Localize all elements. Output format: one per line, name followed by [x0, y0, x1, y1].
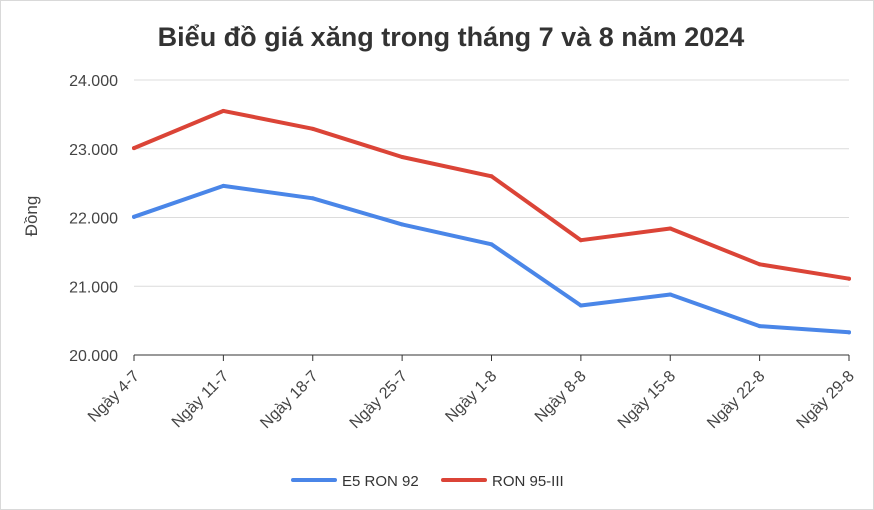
data-point: [578, 238, 583, 243]
gridlines: [134, 79, 849, 356]
data-point: [221, 108, 226, 113]
chart-title: Biểu đồ giá xăng trong tháng 7 và 8 năm …: [158, 22, 745, 52]
x-axis-ticks: Ngày 4-7 Ngày 11-7 Ngày 18-7 Ngày 25-7 Ngày …: [85, 355, 858, 432]
series-line-2: [132, 108, 851, 281]
y-tick-label: 22.000: [69, 211, 118, 228]
x-tick-label: Ngày 22-8: [704, 368, 768, 432]
data-point: [400, 155, 405, 159]
data-point: [847, 330, 851, 335]
data-point: [668, 292, 673, 297]
x-tick-label: Ngày 18-7: [257, 368, 321, 432]
y-axis-ticks: 20.000 21.000 22.000 23.000 24.000: [69, 73, 118, 365]
data-point: [132, 214, 136, 219]
x-tick-label: Ngày 15-8: [615, 368, 679, 432]
data-point: [132, 146, 136, 151]
data-point: [578, 303, 583, 308]
data-point: [847, 276, 851, 281]
x-tick-label: Ngày 8-8: [532, 368, 590, 426]
data-point: [757, 324, 762, 329]
x-tick-label: Ngày 1-8: [442, 368, 500, 426]
data-point: [489, 174, 494, 179]
y-tick-label: 20.000: [69, 348, 118, 365]
data-point: [668, 226, 673, 231]
legend: E5 RON 92 RON 95-III: [291, 473, 564, 490]
series-lines: [132, 108, 851, 335]
data-point: [400, 222, 405, 227]
legend-label: E5 RON 92: [342, 473, 419, 490]
x-tick-label: Ngày 4-7: [85, 368, 143, 426]
data-point: [221, 183, 226, 188]
legend-label: RON 95-III: [492, 473, 564, 490]
data-point: [310, 126, 315, 131]
x-tick-label: Ngày 11-7: [169, 368, 232, 431]
data-point: [489, 242, 494, 247]
y-axis-label: Đồng: [22, 196, 41, 237]
data-point: [757, 262, 762, 267]
y-tick-label: 23.000: [69, 142, 118, 159]
y-tick-label: 24.000: [69, 73, 118, 90]
y-tick-label: 21.000: [69, 279, 118, 296]
x-tick-label: Ngày 25-7: [347, 368, 411, 432]
x-tick-label: Ngày 29-8: [794, 368, 858, 432]
data-point: [310, 196, 315, 201]
